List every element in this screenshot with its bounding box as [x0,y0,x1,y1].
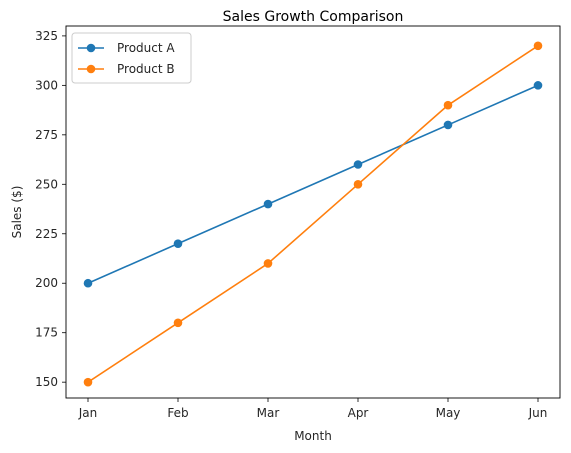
y-tick-label: 300 [35,78,58,92]
plot-area [65,25,561,399]
data-point [173,318,183,328]
data-point [173,239,183,248]
legend: Product A Product B [71,32,192,84]
x-axis-title: Month [294,429,332,443]
data-point [443,100,453,110]
x-tick-label: Jan [78,406,98,420]
y-tick-label: 325 [35,29,58,43]
series-layer [83,41,543,387]
data-point [353,160,363,169]
y-tick-label: 225 [35,227,58,241]
legend-label: Product A [117,41,175,55]
y-tick-label: 250 [35,177,58,191]
data-point [83,278,93,288]
legend-marker [86,64,96,74]
series-2 [83,41,543,387]
legend-marker [86,43,96,53]
legend-box [71,32,192,84]
data-point [533,81,543,90]
series-1 [83,81,543,288]
x-tick-label: Apr [348,406,369,420]
y-axis-title: Sales ($) [10,186,24,239]
x-tick-label: Feb [167,406,188,420]
x-tick-label: Jun [528,406,548,420]
data-point [443,120,453,130]
x-axis: Jan Feb Mar Apr May Jun [78,398,548,420]
y-tick-label: 200 [35,276,58,290]
chart-title: Sales Growth Comparison [223,9,404,25]
x-tick-label: May [436,406,461,420]
data-point [353,179,363,189]
series-line [87,84,539,284]
series-line [87,45,539,383]
data-point [533,41,543,51]
data-point [263,259,273,268]
y-tick-label: 175 [35,326,58,340]
x-tick-label: Mar [257,406,280,420]
y-tick-label: 275 [35,128,58,142]
legend-label: Product B [117,62,175,76]
y-tick-label: 150 [35,375,58,389]
data-point [83,377,93,387]
data-point [263,199,273,209]
y-axis: 150 175 200 225 250 275 300 325 [35,29,66,389]
